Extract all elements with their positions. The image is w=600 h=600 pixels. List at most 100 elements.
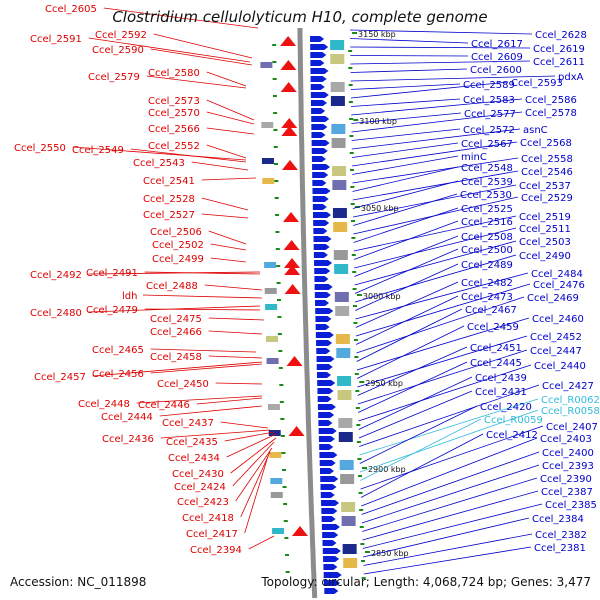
genome-summary-text: Topology: circular; Length: 4,068,724 bp…	[261, 575, 591, 589]
reverse-gene-arrow	[282, 160, 298, 170]
gene-label-right: Ccel_2490	[519, 251, 571, 262]
gene-label-left: Ccel_2488	[146, 281, 198, 292]
kbp-tick-label: 2900 kbp	[368, 465, 406, 474]
leader-line	[151, 364, 262, 373]
forward-gene-arrow	[312, 180, 326, 186]
leader-line	[221, 422, 268, 428]
gene-label-left: Ccel_2566	[148, 124, 200, 135]
gene-label-right: Ccel_2482	[461, 278, 513, 289]
scale-dash	[350, 169, 354, 171]
gene-label-left: Ccel_2475	[150, 314, 202, 325]
scale-dash	[277, 282, 281, 284]
leader-line	[233, 442, 274, 486]
gene-label-right: Ccel_2503	[519, 237, 571, 248]
gene-label-right: Ccel_2382	[535, 530, 587, 541]
leader-line	[207, 100, 254, 120]
scale-dash	[281, 435, 285, 437]
gene-label-right: Ccel_2440	[534, 361, 586, 372]
reverse-gene-arrow	[284, 240, 300, 250]
gene-label-left: Ccel_2394	[190, 545, 242, 556]
forward-gene-arrow	[314, 244, 330, 250]
forward-gene-arrow	[315, 300, 329, 306]
gene-label-right: Ccel_2586	[525, 95, 577, 106]
gene-label-left: Ccel_2506	[150, 227, 202, 238]
leader-line	[145, 309, 260, 310]
gene-label-right: Ccel_2628	[535, 30, 587, 41]
gene-label-left: Ccel_2502	[152, 240, 204, 251]
gene-label-right: Ccel_2420	[480, 402, 532, 413]
gene-label-right: Ccel_2476	[533, 280, 585, 291]
feature-block	[332, 166, 346, 176]
feature-block	[333, 222, 347, 232]
leader-line	[231, 438, 276, 473]
feature-block	[332, 138, 346, 148]
reverse-gene-arrow	[281, 82, 297, 92]
feature-block	[333, 208, 347, 218]
feature-block	[336, 348, 350, 358]
scale-dash	[284, 537, 288, 539]
gene-label-right: Ccel_2407	[546, 422, 598, 433]
scale-dash	[354, 339, 358, 341]
rna-label-right: Ccel_R0058	[541, 406, 600, 417]
scale-dash	[361, 560, 365, 562]
kbp-tick-label: 3100 kbp	[359, 117, 397, 126]
leader-line	[209, 318, 264, 320]
gene-label-left: Ccel_2570	[148, 108, 200, 119]
forward-gene-arrow	[321, 500, 339, 506]
gene-label-left: Ccel_2579	[88, 72, 140, 83]
reverse-feature-chip	[264, 262, 276, 268]
gene-label-right: Ccel_2619	[533, 44, 585, 55]
forward-gene-arrow	[320, 484, 336, 490]
forward-gene-arrow	[322, 524, 340, 530]
scale-dash	[353, 322, 357, 324]
forward-gene-arrow	[312, 156, 326, 162]
forward-gene-arrow	[317, 388, 333, 394]
feature-block	[331, 124, 345, 134]
kbp-tick-label: 3150 kbp	[358, 30, 396, 39]
gene-label-right: Ccel_2445	[470, 358, 522, 369]
gene-label-left: Ccel_2434	[168, 453, 220, 464]
scale-dash	[281, 452, 285, 454]
reverse-gene-arrow	[285, 284, 301, 294]
gene-label-right: Ccel_2539	[461, 177, 513, 188]
scale-dash	[273, 129, 277, 131]
forward-gene-arrow	[323, 556, 339, 562]
forward-gene-arrow	[321, 508, 337, 514]
feature-block	[334, 250, 348, 260]
scale-dash	[359, 492, 363, 494]
leader-line	[351, 69, 467, 73]
forward-gene-arrow	[315, 316, 331, 322]
forward-gene-arrow	[313, 228, 327, 234]
gene-label-right: Ccel_2583	[463, 95, 515, 106]
forward-gene-arrow	[314, 252, 328, 258]
forward-gene-arrow	[319, 436, 335, 442]
gene-label-left: Ccel_2592	[95, 30, 147, 41]
forward-gene-arrow	[312, 164, 330, 170]
leader-line	[354, 221, 458, 260]
scale-dash	[352, 271, 356, 273]
gene-label-right: Ccel_2525	[461, 204, 513, 215]
forward-gene-arrow	[313, 188, 331, 194]
scale-dash	[356, 407, 360, 409]
leader-line	[357, 309, 462, 362]
gene-label-right: Ccel_2390	[540, 474, 592, 485]
forward-gene-arrow	[319, 428, 337, 434]
feature-block	[337, 376, 351, 386]
gene-label-right: Ccel_2548	[461, 163, 513, 174]
rna-label-right: Ccel_R0059	[484, 415, 543, 426]
gene-label-right: Ccel_2572	[463, 125, 515, 136]
leader-line	[207, 128, 254, 134]
scale-dash	[283, 486, 287, 488]
scale-dash	[273, 95, 277, 97]
gene-label-left: Ccel_2418	[182, 513, 234, 524]
reverse-feature-chip	[271, 492, 283, 498]
gene-label-right: Ccel_2447	[530, 346, 582, 357]
feature-block	[342, 516, 356, 526]
forward-gene-arrow	[311, 84, 325, 90]
forward-gene-arrow	[317, 380, 335, 386]
feature-block	[336, 334, 350, 344]
gene-label-left: Ccel_2492	[30, 270, 82, 281]
leader-line	[202, 214, 248, 218]
scale-dash	[357, 441, 361, 443]
gene-label-left: Ccel_2591	[30, 34, 82, 45]
